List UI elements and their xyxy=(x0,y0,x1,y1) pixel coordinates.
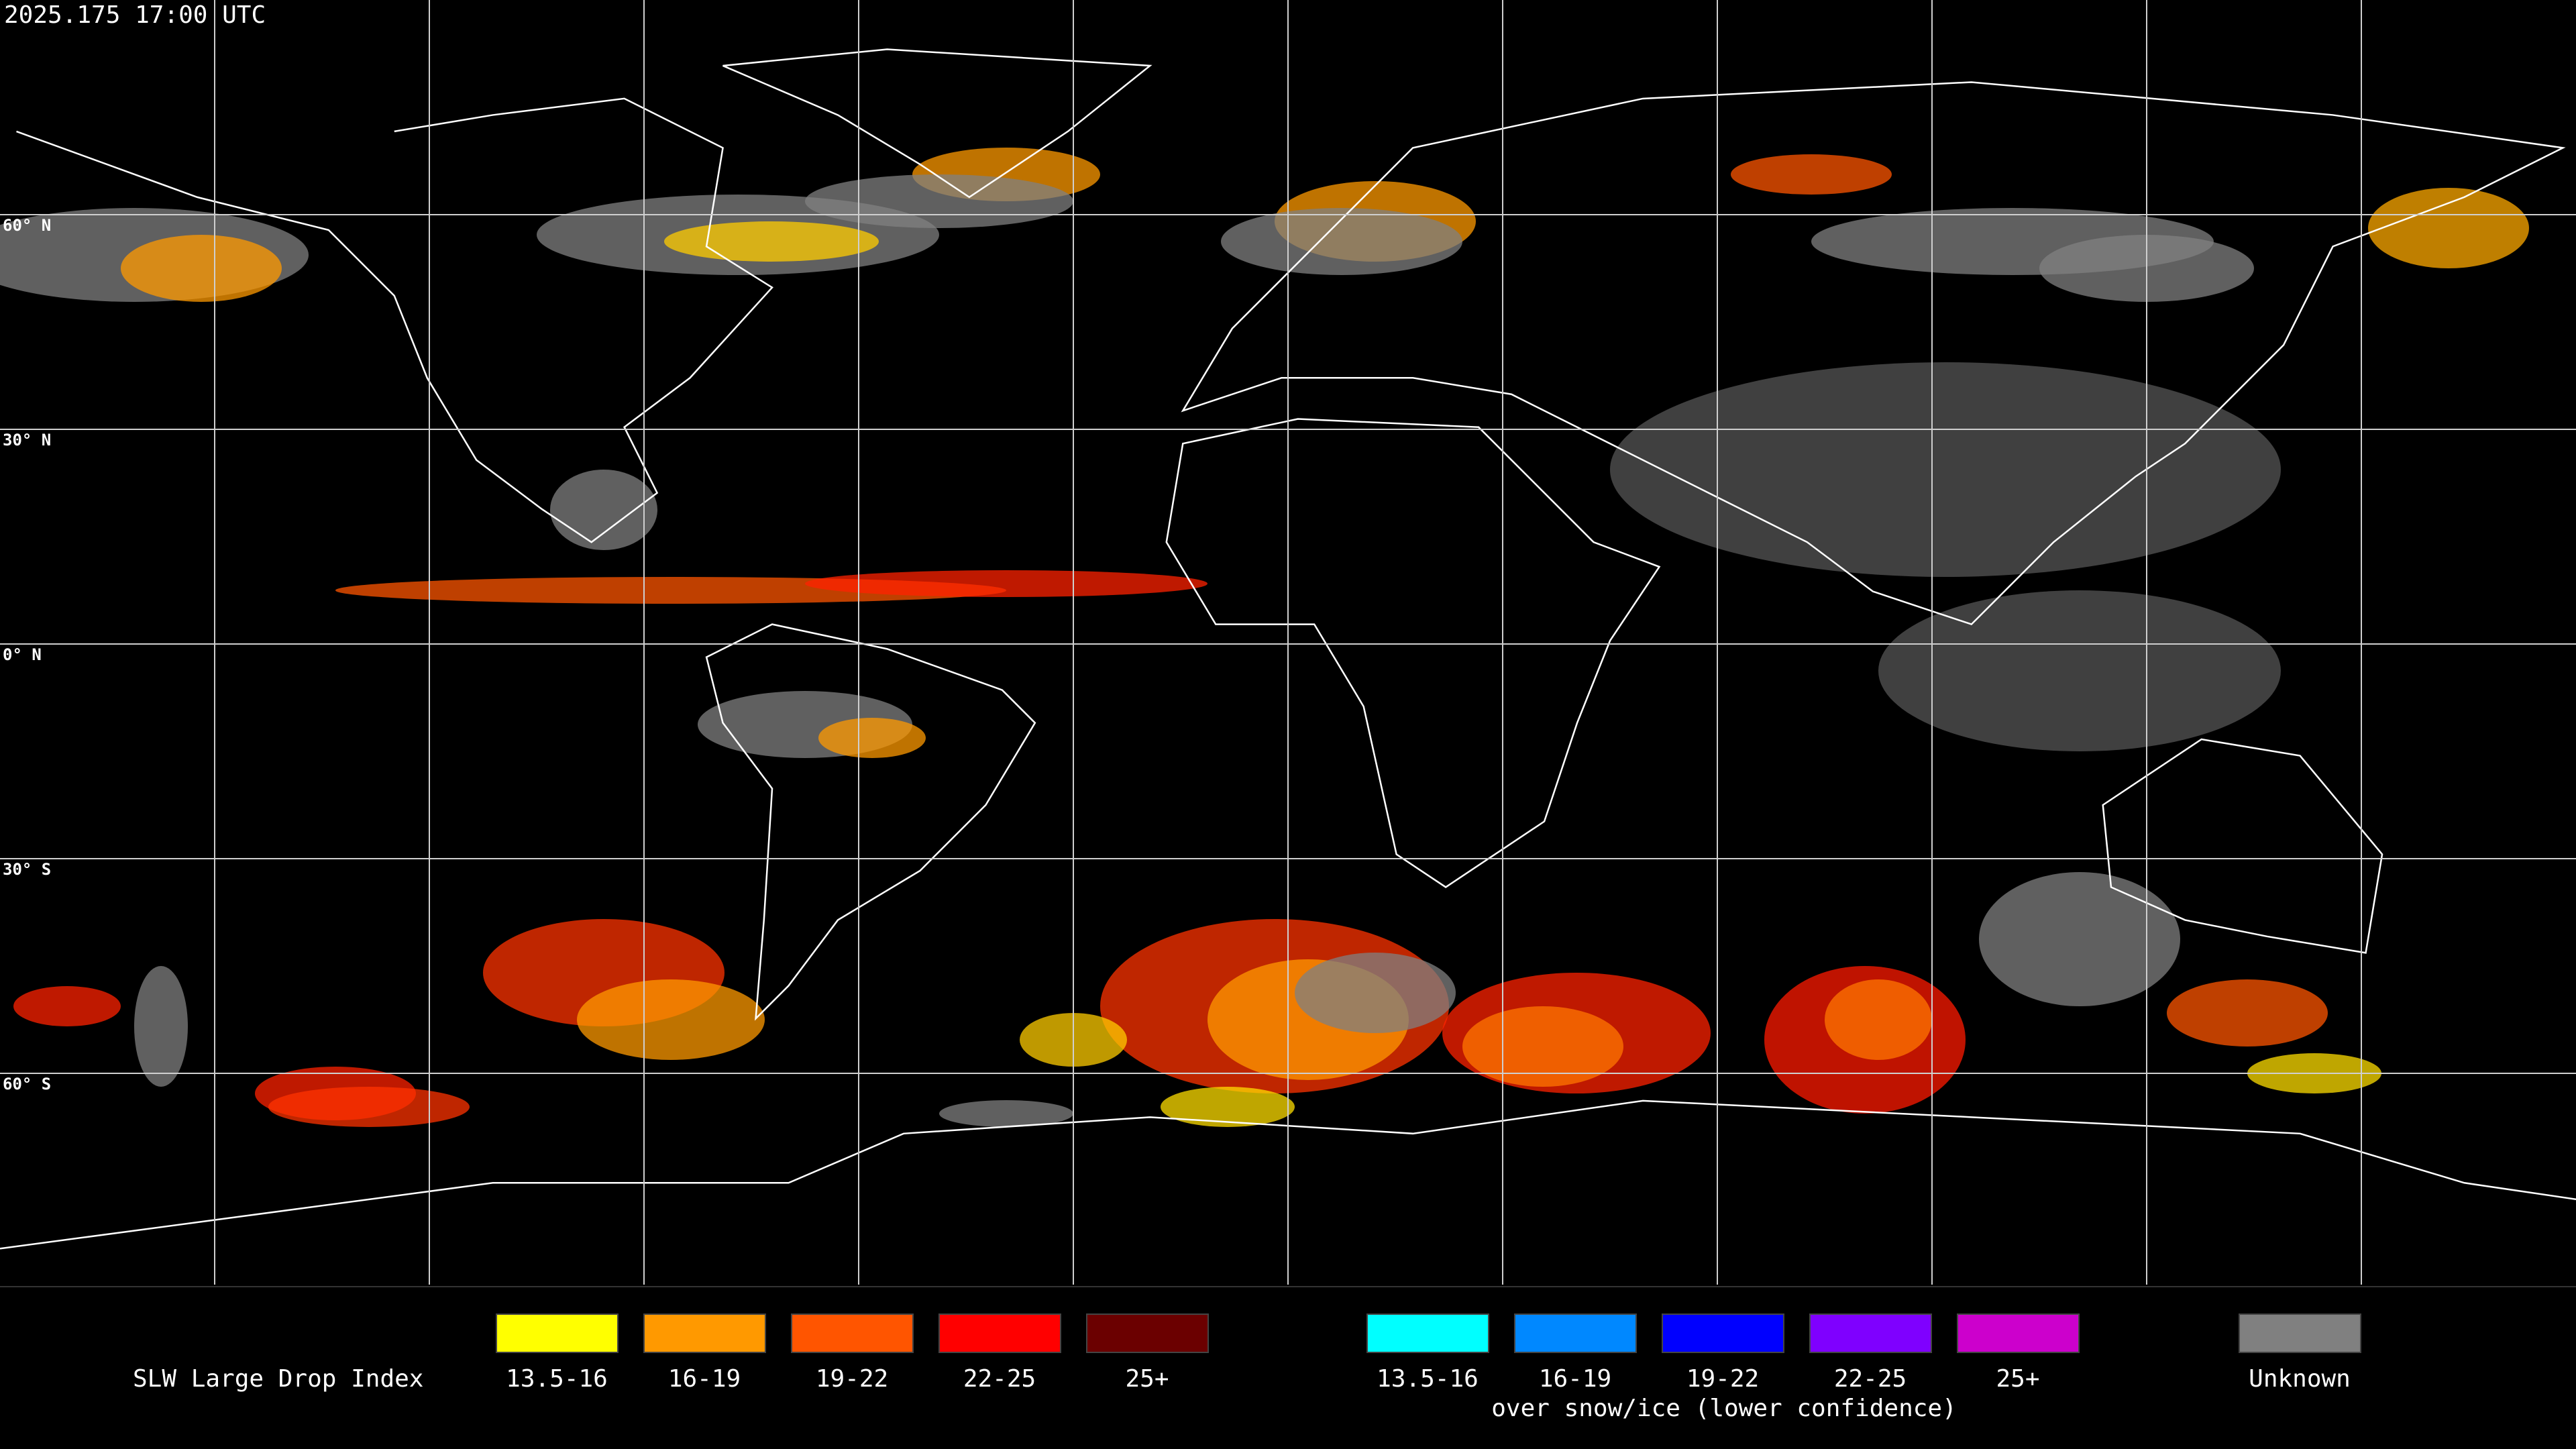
cloud-area xyxy=(577,979,765,1060)
legend-caption: over snow/ice (lower confidence) xyxy=(1491,1395,1957,1422)
latitude-label: 60° S xyxy=(3,1075,51,1093)
legend-swatch xyxy=(938,1313,1061,1353)
eurasia xyxy=(1183,82,2563,624)
latitude-label: 30° S xyxy=(3,860,51,879)
legend-swatch xyxy=(496,1313,619,1353)
legend-label: 13.5-16 xyxy=(1377,1365,1479,1393)
cloud-area xyxy=(134,966,188,1087)
legend-label: 25+ xyxy=(1125,1365,1169,1393)
legend-label: Unknown xyxy=(2249,1365,2351,1393)
cloud-area xyxy=(1161,1087,1295,1127)
cloud-area xyxy=(268,1087,470,1127)
legend: 13.5-16 16-19 19-22 22-25 25+ 13.5-16 16-19 19-… xyxy=(496,1313,2361,1393)
legend-label: 22-25 xyxy=(963,1365,1036,1393)
africa xyxy=(1167,419,1660,887)
latitude-label: 0° N xyxy=(3,645,42,664)
latitude-label: 60° N xyxy=(3,216,51,235)
cloud-area xyxy=(805,570,1208,597)
cloud-area xyxy=(664,221,879,262)
cloud-area xyxy=(1462,1006,1623,1087)
cloud-area xyxy=(13,986,121,1026)
legend-swatch xyxy=(1366,1313,1489,1353)
cloud-area xyxy=(2368,188,2529,268)
cloud-area xyxy=(805,174,1073,228)
cloud-area xyxy=(1731,154,1892,195)
cloud-area xyxy=(1825,979,1932,1060)
cloud-area xyxy=(1878,590,2281,751)
cloud-area xyxy=(818,718,926,758)
cloud-area xyxy=(939,1100,1073,1127)
graticule: 60° N 30° N 0° N 30° S 60° S xyxy=(0,0,2576,1285)
cloud-area xyxy=(1221,208,1462,275)
legend-swatch xyxy=(1957,1313,2080,1353)
legend-swatch xyxy=(2239,1313,2361,1353)
legend-label: 19-22 xyxy=(816,1365,888,1393)
legend-label: 13.5-16 xyxy=(506,1365,608,1393)
latitude-label: 30° N xyxy=(3,431,51,449)
legend-label: 25+ xyxy=(1996,1365,2039,1393)
cloud-area xyxy=(1979,872,2180,1006)
cloud-area xyxy=(1610,362,2281,577)
coastlines xyxy=(0,49,2576,1248)
timestamp: 2025.175 17:00 UTC xyxy=(4,1,266,29)
south-america xyxy=(706,625,1035,1019)
legend-swatch xyxy=(1662,1313,1784,1353)
legend-label: 16-19 xyxy=(1539,1365,1611,1393)
antarctica xyxy=(0,1101,2576,1248)
cloud-area xyxy=(121,235,282,302)
legend-swatch xyxy=(1086,1313,1209,1353)
legend-label: 22-25 xyxy=(1834,1365,1907,1393)
legend-title: SLW Large Drop Index xyxy=(133,1365,423,1393)
cloud-area xyxy=(550,470,657,550)
legend-label: 19-22 xyxy=(1686,1365,1759,1393)
greenland xyxy=(723,49,1150,197)
legend-swatch xyxy=(643,1313,766,1353)
north-america xyxy=(16,99,772,542)
australia xyxy=(2103,739,2382,953)
legend-label: 16-19 xyxy=(668,1365,741,1393)
cloud-area xyxy=(2167,979,2328,1046)
legend-swatch xyxy=(791,1313,914,1353)
cloud-area xyxy=(1295,953,1456,1033)
legend-swatch xyxy=(1514,1313,1637,1353)
legend-swatch xyxy=(1809,1313,1932,1353)
